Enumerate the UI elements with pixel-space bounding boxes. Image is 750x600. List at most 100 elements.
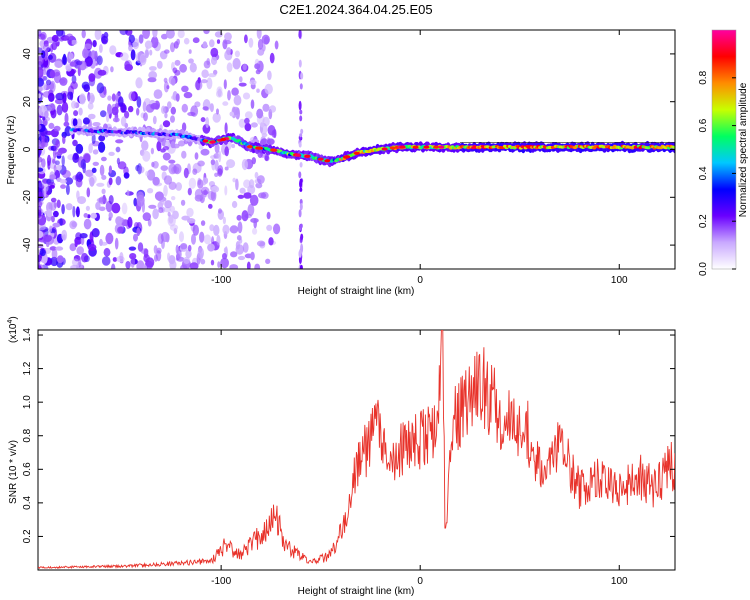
noise-blob [250,99,255,109]
noise-blob [203,30,210,35]
streak-blob [298,59,302,68]
noise-blob [260,122,265,128]
noise-blob [130,49,136,61]
colorbar-tick-label: 0.4 [698,166,709,180]
noise-blob [136,194,145,207]
noise-blob [77,196,87,205]
noise-blob [105,232,114,245]
noise-blob [136,96,142,108]
noise-blob [210,47,219,58]
noise-blob [72,118,78,127]
noise-blob [168,163,177,175]
noise-blob [38,86,43,92]
noise-blob [48,92,55,103]
noise-blob [231,143,236,149]
noise-blob [210,259,215,266]
noise-blob [92,40,97,48]
noise-blob [243,192,252,199]
noise-blob [98,206,106,212]
noise-blob [42,56,50,69]
noise-blob [170,77,176,86]
noise-blob [38,243,44,249]
streak-blob [299,133,303,138]
noise-blob [149,66,157,71]
y-tick-label: 0.2 [22,529,33,543]
noise-blob [226,159,236,169]
noise-blob [216,108,219,115]
noise-blob [159,200,165,206]
noise-blob [180,243,188,250]
noise-blob [38,156,43,163]
noise-blob [185,249,192,259]
noise-blob [142,30,150,39]
noise-blob [189,62,197,73]
noise-blob [242,242,249,253]
noise-blob [216,86,223,95]
noise-blob [47,154,51,166]
noise-blob [187,187,192,196]
noise-blob [65,203,73,211]
colorbar: 0.0 0.2 0.4 0.6 0.8 Normalized spectral ampl… [698,29,749,276]
noise-blob [88,174,97,185]
streak-blob [299,83,303,90]
noise-blob [60,184,67,189]
noise-blob [237,255,246,261]
noise-blob [137,163,142,175]
noise-blob [78,173,84,181]
noise-blob [250,218,259,223]
noise-blob [53,164,57,173]
snr-multiplier-label: (x10 [8,323,19,343]
noise-blob [99,44,103,53]
noise-blob [198,144,204,150]
y-tick-label: -40 [22,237,33,252]
spectrogram-ylabel: Frequency (Hz) [6,116,17,185]
noise-blob [157,233,164,245]
noise-blob [230,251,238,258]
spectrogram-xlabel: Height of straight line (km) [298,286,415,297]
noise-blob [144,40,153,49]
noise-blob [181,85,189,93]
noise-blob [220,257,230,269]
noise-blob [80,159,87,170]
noise-blob [174,59,181,66]
noise-blob [222,101,229,106]
noise-blob [153,245,158,254]
noise-blob [136,107,140,116]
noise-blob [88,143,93,154]
noise-blob [192,224,199,236]
colorbar-label: Normalized spectral amplitude [738,82,749,217]
noise-blob [38,33,46,40]
noise-blob [61,229,68,241]
noise-blob [59,77,68,86]
noise-blob [256,108,264,119]
noise-blob [40,140,46,149]
noise-blob [254,263,261,269]
y-tick-label: 0 [22,146,33,152]
noise-blob [207,243,215,252]
noise-blob [200,186,210,195]
colorbar-tick-label: 0.0 [698,262,709,276]
noise-blob [53,143,59,152]
noise-blob [262,103,270,112]
noise-blob [164,200,173,209]
noise-blob [147,188,154,194]
noise-blob [49,174,57,180]
noise-blob [143,264,148,269]
noise-blob [70,81,78,90]
noise-blob [81,30,86,39]
noise-blob [247,203,255,216]
noise-blob [160,165,169,172]
noise-blob [170,141,176,149]
noise-blob [91,228,100,238]
noise-blob [256,30,262,40]
noise-blob [99,164,105,177]
ridge-peak [423,145,430,149]
noise-blob [226,62,233,73]
noise-blob [229,225,239,234]
noise-blob [119,30,128,36]
noise-blob [88,113,96,120]
ridge-peak [353,151,360,155]
noise-blob [98,135,106,142]
noise-blob [176,38,181,46]
noise-blob [202,106,209,111]
